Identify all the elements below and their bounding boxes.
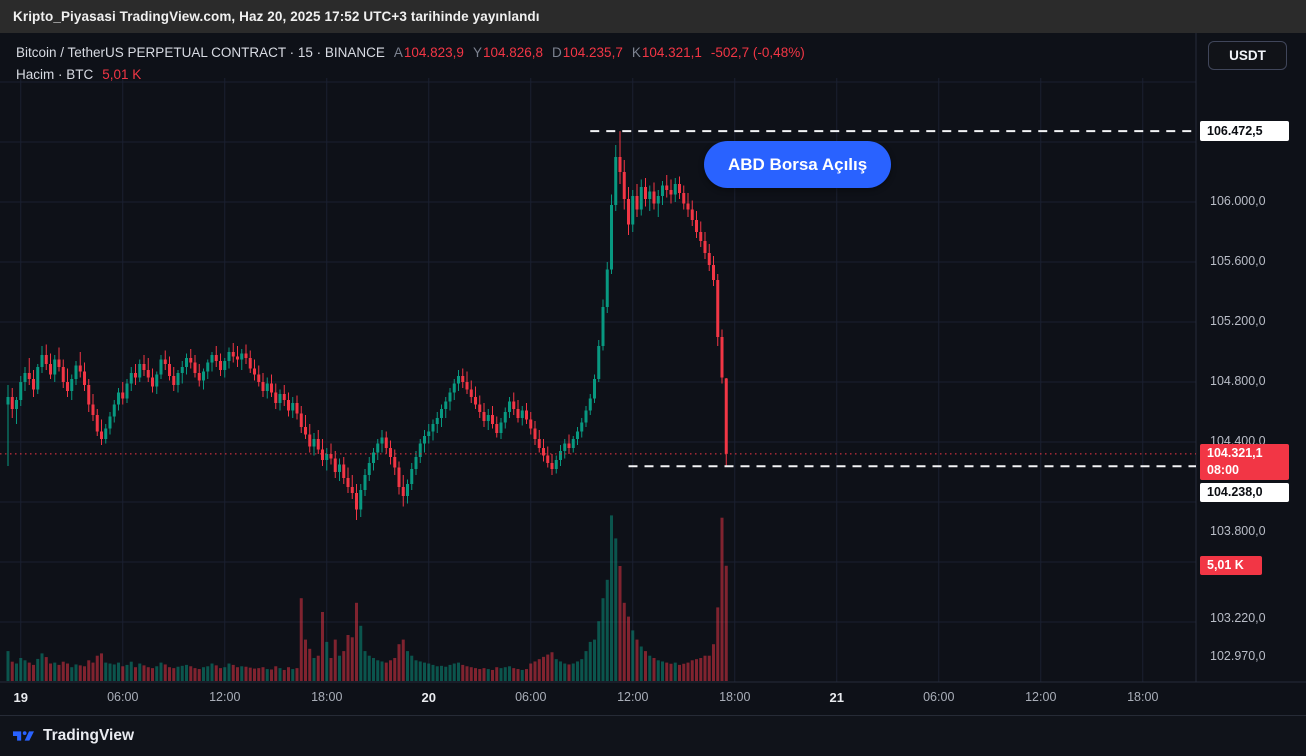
symbol-description[interactable]: Bitcoin / TetherUS PERPETUAL CONTRACT · …	[16, 45, 385, 60]
ohlc-close: K 104.321,1	[631, 45, 702, 60]
change-value: -502,7 (-0,48%)	[710, 45, 805, 60]
tradingview-brand: TradingView	[43, 727, 135, 744]
ohlc-high: Y 104.826,8	[472, 45, 544, 60]
symbol-row: Bitcoin / TetherUS PERPETUAL CONTRACT · …	[16, 45, 805, 60]
currency-toggle-button[interactable]: USDT	[1208, 41, 1287, 70]
volume-row: Hacim · BTC 5,01 K	[16, 67, 805, 82]
publish-text: Kripto_Piyasasi TradingView.com, Haz 20,…	[13, 9, 540, 24]
tradingview-logo-icon[interactable]	[13, 727, 34, 745]
ohlc-open: A 104.823,9	[393, 45, 464, 60]
volume-label[interactable]: Hacim · BTC	[16, 67, 94, 82]
chart-legend: Bitcoin / TetherUS PERPETUAL CONTRACT · …	[16, 45, 805, 82]
volume-value: 5,01 K	[102, 67, 142, 82]
ohlc-low: D 104.235,7	[552, 45, 623, 60]
annotation-callout[interactable]: ABD Borsa Açılış	[704, 141, 892, 188]
footer-bar: TradingView	[0, 715, 1306, 756]
publish-bar: Kripto_Piyasasi TradingView.com, Haz 20,…	[0, 0, 1306, 33]
